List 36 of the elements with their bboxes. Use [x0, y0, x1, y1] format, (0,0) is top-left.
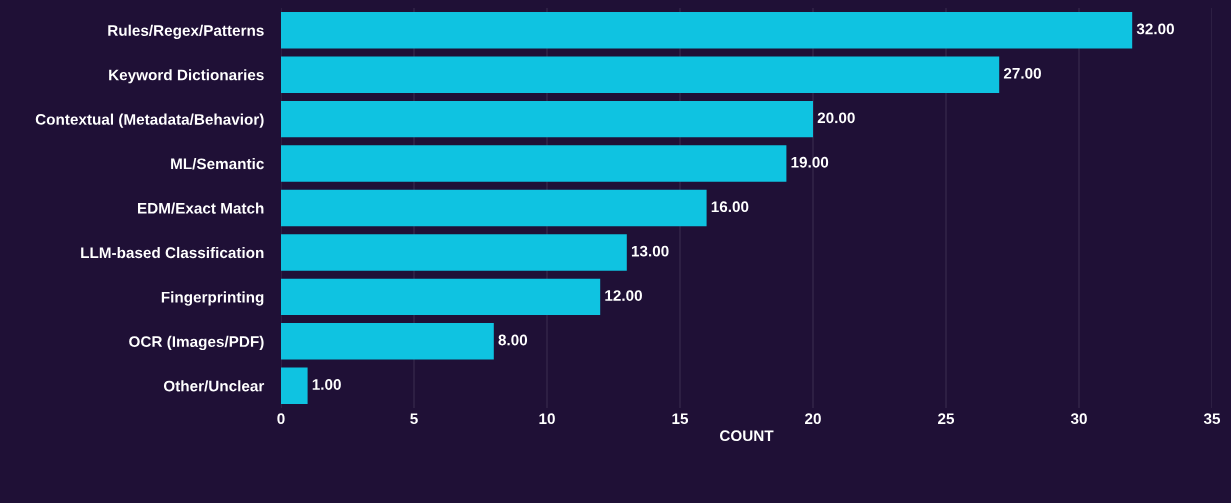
y-tick-label: Fingerprinting: [161, 291, 264, 306]
x-tick-label: 35: [1203, 413, 1221, 425]
bar: [281, 323, 494, 360]
bar: [281, 145, 787, 182]
y-tick-label: Keyword Dictionaries: [109, 69, 264, 84]
data-label: 8.00: [498, 334, 528, 346]
bar: [281, 278, 601, 316]
x-tick-label: 10: [539, 413, 555, 425]
x-tick-label: 0: [277, 413, 285, 425]
bar: [281, 12, 1133, 49]
x-axis-title: COUNT: [719, 430, 774, 442]
bar: [281, 100, 813, 138]
data-label: 1.00: [312, 379, 341, 390]
data-label: 13.00: [631, 245, 669, 257]
x-tick-label: 15: [672, 413, 689, 425]
data-label: 19.00: [791, 156, 829, 168]
x-tick-label: 5: [410, 413, 418, 425]
x-tick-label: 25: [938, 413, 955, 425]
data-label: 12.00: [605, 290, 642, 301]
y-tick-label: OCR (Images/PDF): [129, 335, 264, 351]
y-tick-label: EDM/Exact Match: [138, 202, 264, 214]
y-tick-label: LLM-based Classification: [81, 246, 264, 259]
data-label: 27.00: [1003, 67, 1041, 79]
y-tick-label: ML/Semantic: [171, 158, 264, 170]
bar: [281, 367, 308, 404]
x-tick-label: 20: [805, 413, 821, 425]
data-label: 16.00: [711, 201, 749, 213]
bar: [281, 189, 707, 227]
y-tick-label: Other/Unclear: [163, 380, 265, 392]
y-tick-label: Rules/Regex/Patterns: [108, 24, 264, 39]
data-label: 20.00: [817, 112, 855, 124]
bar: [281, 234, 627, 271]
y-tick-label: Contextual (Metadata/Behavior): [35, 113, 264, 128]
data-label: 32.00: [1136, 23, 1174, 35]
x-tick-label: 30: [1070, 413, 1087, 425]
bar: [281, 56, 1000, 93]
